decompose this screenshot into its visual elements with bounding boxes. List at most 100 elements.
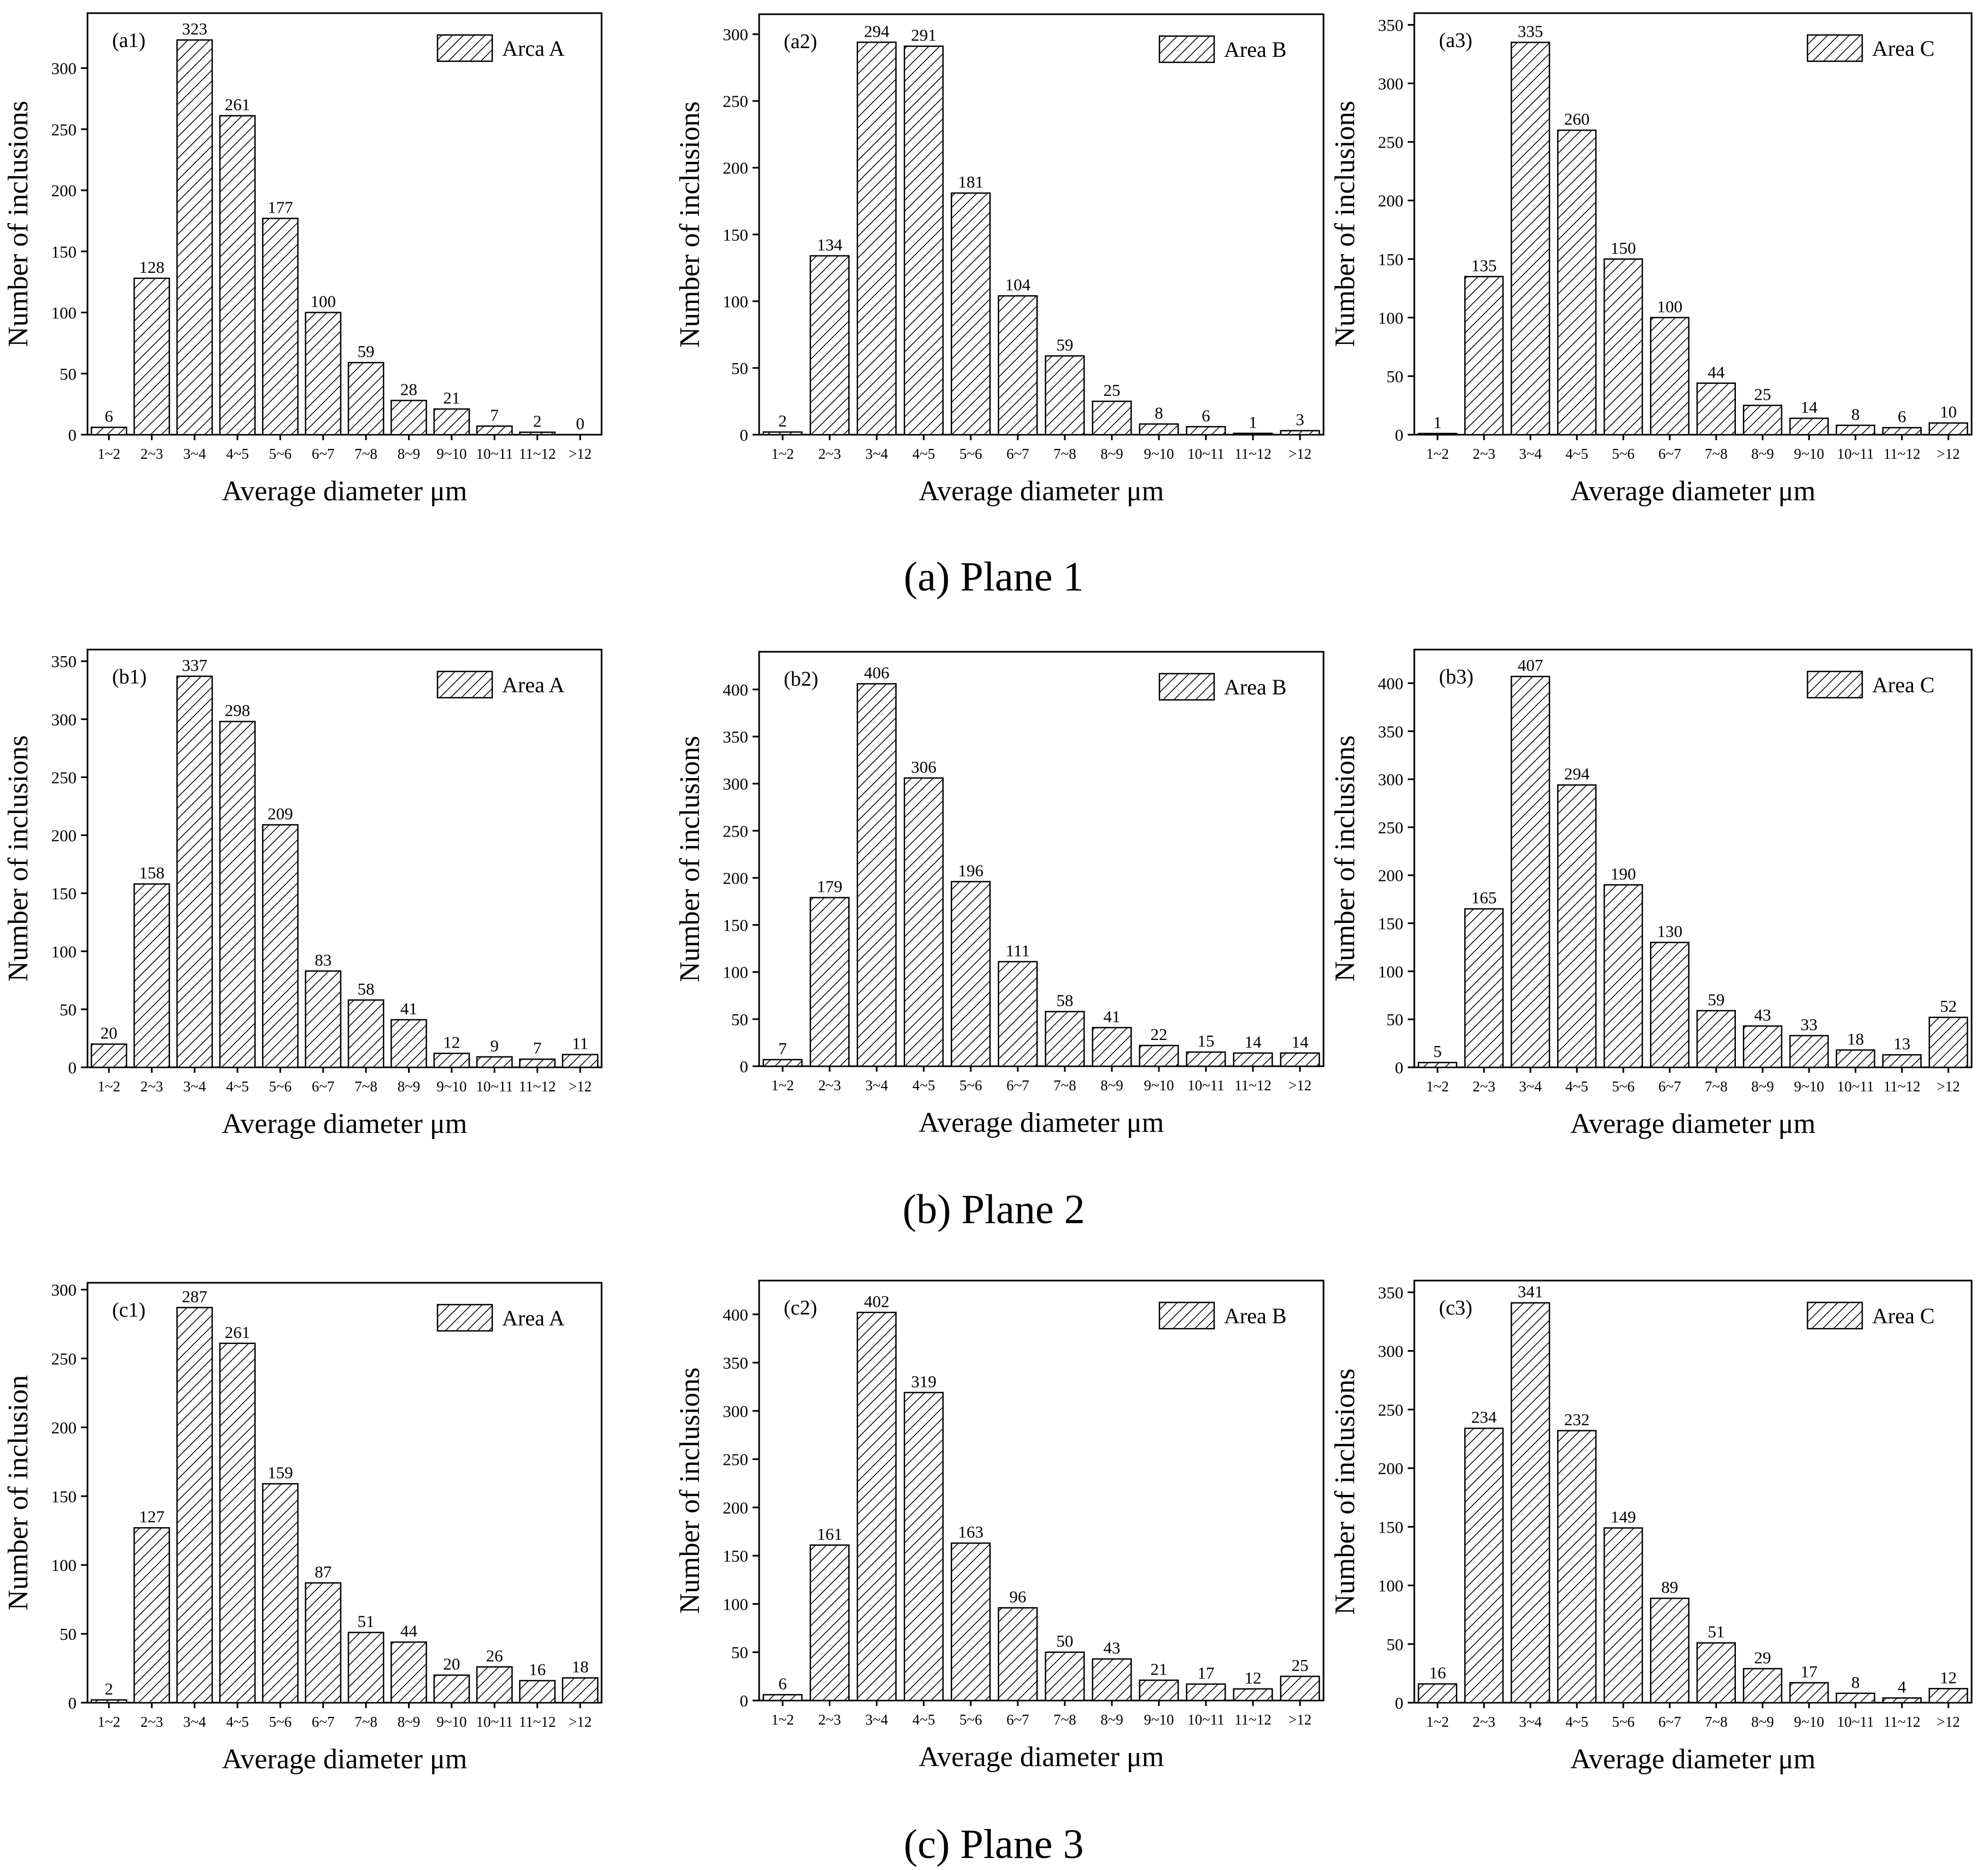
bar-value-label: 179 — [817, 877, 843, 896]
bar-value-label: 16 — [529, 1660, 546, 1679]
x-tick-label: 9~10 — [1794, 1714, 1824, 1730]
panel-label: (b2) — [784, 668, 818, 691]
bar-value-label: 16 — [1429, 1663, 1446, 1682]
y-tick-label: 300 — [723, 774, 749, 793]
bar-value-label: 59 — [1707, 990, 1724, 1009]
bar-value-label: 33 — [1800, 1015, 1817, 1034]
bar-value-label: 21 — [443, 388, 460, 407]
bar-value-label: 43 — [1754, 1005, 1771, 1024]
bar-value-label: 58 — [358, 979, 375, 998]
y-tick-label: 100 — [723, 963, 749, 982]
bar-value-label: 17 — [1198, 1663, 1215, 1682]
x-tick-label: >12 — [1937, 1078, 1960, 1095]
x-tick-label: 1~2 — [97, 1078, 120, 1095]
y-axis-title: Number of inclusions — [1330, 735, 1361, 982]
bar-c2-1 — [809, 1544, 850, 1702]
x-tick-label: 6~7 — [1006, 1077, 1029, 1094]
bar-value-label: 25 — [1754, 384, 1771, 404]
bar-a3-1 — [1464, 276, 1504, 436]
x-tick-label: 3~4 — [1519, 446, 1542, 462]
bar-value-label: 21 — [1151, 1659, 1168, 1679]
bar-value-label: 11 — [572, 1034, 588, 1053]
y-tick-label: 200 — [723, 1498, 749, 1517]
x-tick-label: 11~12 — [1234, 446, 1272, 462]
y-tick-label: 300 — [51, 1281, 77, 1300]
legend-swatch — [436, 1304, 493, 1332]
y-tick-label: 50 — [731, 1643, 748, 1662]
bar-a3-2 — [1511, 42, 1550, 436]
legend-label: Arca A — [502, 36, 565, 61]
x-tick-label: 11~12 — [1884, 1078, 1921, 1095]
x-tick-label: 7~8 — [1053, 446, 1076, 462]
bar-a3-6 — [1696, 382, 1736, 436]
x-tick-label: 11~12 — [1884, 446, 1921, 462]
x-tick-label: 8~9 — [1100, 1077, 1123, 1094]
x-tick-label: 11~12 — [519, 446, 556, 462]
chart-a3: 0 50 100 150 200 250 300 350 1 1~2 135 2~3 335 3~4 260… — [1330, 12, 1973, 507]
bar-c2-9 — [1186, 1683, 1226, 1702]
x-tick-label: 11~12 — [519, 1714, 556, 1730]
plot-frame — [86, 12, 603, 436]
x-axis-title: Average diameter μm — [919, 476, 1164, 507]
bar-c3-2 — [1511, 1302, 1550, 1704]
y-tick-label: 400 — [723, 680, 749, 699]
bar-b3-1 — [1464, 908, 1504, 1068]
bar-value-label: 8 — [1851, 405, 1860, 424]
bar-a1-6 — [347, 361, 384, 436]
chart-b2: 0 50 100 150 200 250 300 350 400 7 1~2 179 2~3 406 3~4… — [674, 651, 1325, 1138]
y-tick-label: 200 — [1378, 866, 1404, 885]
x-tick-label: 8~9 — [1100, 446, 1123, 462]
bar-c1-3 — [219, 1342, 256, 1704]
y-tick-label: 250 — [1378, 1400, 1404, 1419]
x-tick-label: >12 — [1289, 446, 1311, 462]
x-axis-title: Average diameter μm — [919, 1107, 1164, 1138]
bar-b2-7 — [1092, 1027, 1132, 1067]
x-axis-title: Average diameter μm — [1570, 476, 1815, 507]
y-tick-label: 200 — [51, 1418, 77, 1437]
bar-c2-3 — [903, 1392, 944, 1702]
bar-value-label: 260 — [1564, 109, 1590, 128]
x-tick-label: 8~9 — [1751, 1078, 1774, 1095]
bar-value-label: 407 — [1518, 656, 1543, 675]
x-tick-label: 5~6 — [269, 1714, 292, 1730]
x-tick-label: 6~7 — [312, 446, 335, 462]
bar-value-label: 83 — [314, 950, 331, 969]
bar-b3-3 — [1557, 784, 1597, 1068]
bar-b2-1 — [809, 897, 850, 1067]
bar-a3-8 — [1789, 417, 1829, 436]
x-tick-label: 5~6 — [1612, 446, 1635, 462]
bar-b2-0 — [762, 1059, 803, 1067]
bar-value-label: 15 — [1198, 1031, 1215, 1050]
y-tick-label: 100 — [1378, 1576, 1404, 1596]
y-tick-label: 100 — [723, 1594, 749, 1614]
y-tick-label: 150 — [723, 225, 749, 244]
x-tick-label: 3~4 — [865, 1711, 888, 1728]
plot-frame — [1413, 1279, 1973, 1704]
bar-value-label: 298 — [225, 701, 250, 720]
bar-b1-7 — [390, 1019, 427, 1068]
y-tick-label: 50 — [60, 1624, 77, 1644]
panel-label: (b3) — [1439, 665, 1473, 688]
bar-value-label: 29 — [1754, 1648, 1771, 1667]
bar-a2-0 — [762, 431, 803, 436]
y-tick-label: 300 — [1378, 74, 1404, 94]
y-tick-label: 0 — [68, 1058, 77, 1077]
bar-value-label: 89 — [1661, 1577, 1678, 1597]
bar-b3-7 — [1742, 1025, 1782, 1068]
bar-value-label: 2 — [778, 411, 787, 430]
bar-value-label: 337 — [182, 656, 208, 675]
bar-b1-10 — [519, 1058, 556, 1068]
x-tick-label: >12 — [1937, 1714, 1960, 1730]
bar-b3-5 — [1649, 942, 1690, 1068]
x-tick-label: >12 — [569, 1714, 592, 1730]
bar-b2-11 — [1280, 1052, 1320, 1067]
bar-value-label: 1 — [1249, 413, 1257, 432]
y-tick-label: 200 — [723, 159, 749, 178]
bar-a1-9 — [476, 425, 513, 436]
bar-a2-6 — [1045, 355, 1085, 436]
bar-value-label: 190 — [1611, 864, 1636, 883]
bar-b1-11 — [562, 1054, 599, 1068]
y-tick-label: 250 — [723, 92, 749, 111]
bar-value-label: 13 — [1893, 1034, 1910, 1053]
bar-value-label: 7 — [490, 405, 499, 424]
